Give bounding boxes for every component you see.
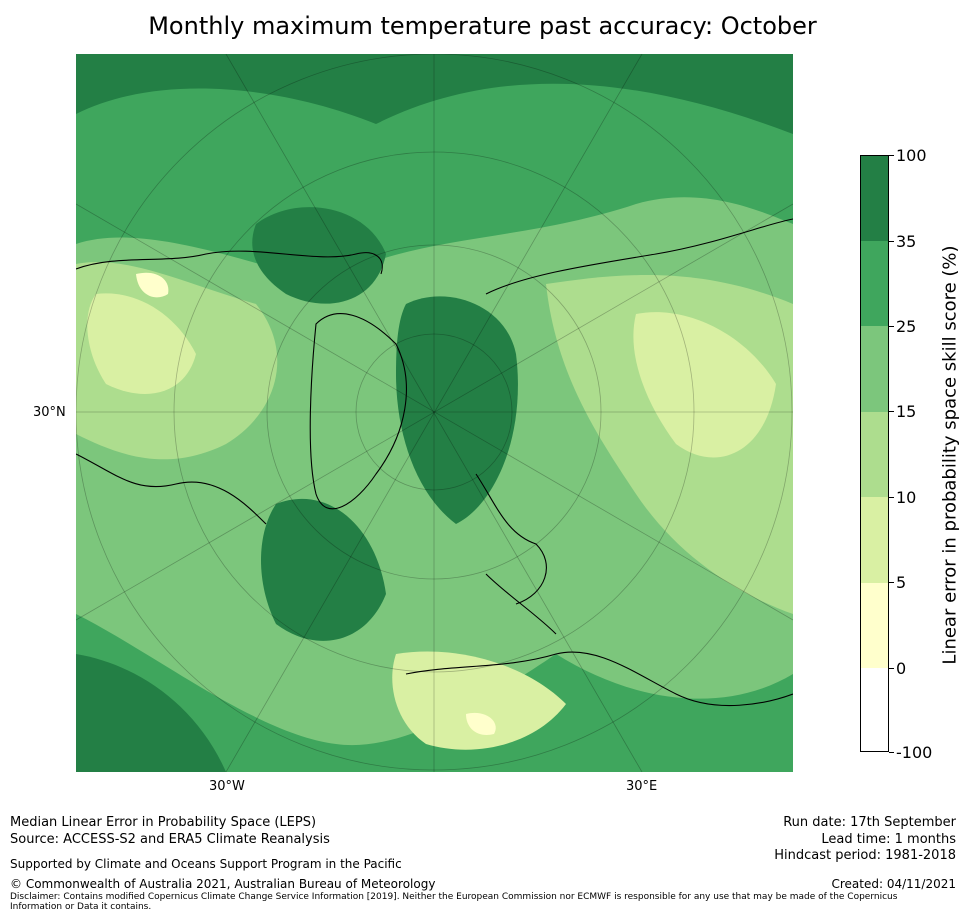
colorbar-label: 25 [896, 317, 917, 336]
skill-region-0-5 [466, 712, 496, 735]
colorbar-label: 5 [896, 573, 907, 592]
colorbar-tick [889, 752, 894, 753]
map-canvas [76, 54, 793, 772]
colorbar-title: Linear error in probability space skill … [939, 245, 961, 665]
copyright-text: © Commonwealth of Australia 2021, Austra… [10, 877, 436, 891]
colorbar-tick [889, 241, 894, 242]
polar-map [76, 54, 793, 772]
colorbar-label: 100 [896, 146, 927, 165]
colorbar-bin [861, 668, 888, 751]
colorbar-tick [889, 582, 894, 583]
colorbar-tick [889, 326, 894, 327]
skill-region-35-100 [76, 654, 226, 772]
colorbar-tick [889, 411, 894, 412]
longitude-label-30w: 30°W [209, 779, 245, 794]
colorbar [860, 155, 889, 752]
colorbar-label: 0 [896, 659, 907, 678]
created-date: Created: 04/11/2021 [831, 877, 956, 891]
colorbar-tick [889, 668, 894, 669]
skill-region-5-10 [633, 312, 776, 458]
skill-region-5-10 [87, 293, 196, 394]
disclaimer-text: Disclaimer: Contains modified Copernicus… [10, 892, 898, 912]
colorbar-label: 15 [896, 402, 917, 421]
coastlines [76, 218, 793, 707]
colorbar-label: 10 [896, 488, 917, 507]
hindcast-period: Hindcast period: 1981-2018 [774, 848, 956, 863]
colorbar-label: -100 [896, 743, 933, 762]
graticule [76, 54, 793, 772]
colorbar-bin [861, 412, 888, 497]
colorbar-label: 35 [896, 232, 917, 251]
latitude-label-30n: 30°N [33, 405, 66, 420]
source-text: Source: ACCESS-S2 and ERA5 Climate Reana… [10, 832, 330, 847]
colorbar-tick [889, 155, 894, 156]
longitude-label-30e: 30°E [626, 779, 658, 794]
skill-region-5-10 [392, 651, 566, 750]
skill-region-35-100 [261, 498, 386, 641]
support-text: Supported by Climate and Oceans Support … [10, 857, 402, 871]
skill-region-35-100 [396, 296, 518, 524]
colorbar-bin [861, 241, 888, 326]
lead-time: Lead time: 1 months [821, 832, 956, 847]
chart-title: Monthly maximum temperature past accurac… [148, 12, 817, 40]
colorbar-tick [889, 497, 894, 498]
colorbar-bin [861, 497, 888, 583]
skill-region-35-100 [252, 207, 386, 304]
skill-region-0-5 [136, 272, 169, 298]
colorbar-bin [861, 326, 888, 412]
metric-text: Median Linear Error in Probability Space… [10, 815, 317, 830]
colorbar-bin [861, 156, 888, 241]
run-date: Run date: 17th September [783, 815, 956, 830]
colorbar-bin [861, 583, 888, 668]
